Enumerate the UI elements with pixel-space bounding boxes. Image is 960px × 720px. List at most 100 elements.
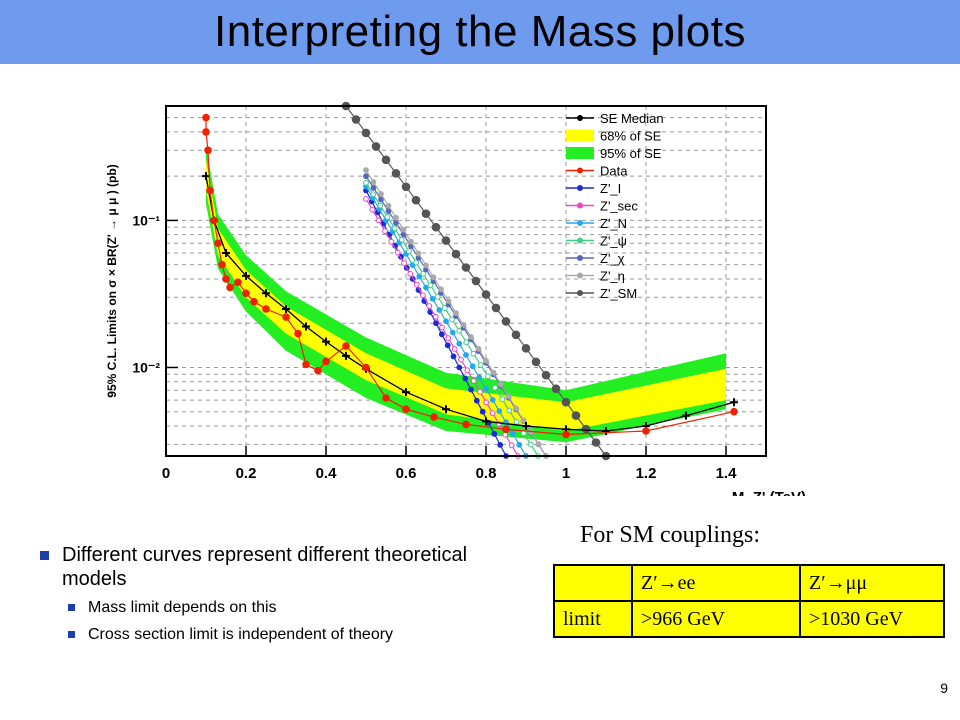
theory-marker bbox=[489, 397, 496, 403]
legend-swatch bbox=[566, 147, 594, 159]
data-point bbox=[642, 427, 650, 435]
limits-table: Z′→ee Z′→μμ limit >966 GeV >1030 GeV bbox=[553, 564, 945, 638]
theory-marker bbox=[450, 353, 457, 360]
theory-marker bbox=[509, 430, 516, 437]
theory-marker bbox=[400, 226, 407, 233]
legend-label: 95% of SE bbox=[600, 146, 662, 161]
theory-marker bbox=[363, 173, 369, 180]
theory-marker bbox=[581, 424, 591, 434]
theory-marker bbox=[471, 276, 481, 286]
legend-marker bbox=[577, 290, 583, 296]
x-tick-label: 0.6 bbox=[396, 465, 417, 482]
theory-marker bbox=[443, 318, 449, 325]
theory-marker bbox=[497, 442, 504, 448]
theory-marker bbox=[470, 378, 477, 384]
data-point bbox=[314, 366, 322, 375]
theory-marker bbox=[508, 442, 515, 449]
table-cell: >966 GeV bbox=[631, 600, 801, 638]
data-point bbox=[294, 329, 302, 338]
y-tick-label: 10⁻² bbox=[132, 359, 160, 375]
theory-marker bbox=[407, 271, 414, 277]
median-marker bbox=[482, 417, 490, 426]
data-point bbox=[262, 305, 270, 313]
theory-marker bbox=[463, 352, 469, 358]
theory-marker bbox=[498, 381, 504, 388]
x-tick-label: 1.4 bbox=[716, 465, 738, 482]
theory-marker bbox=[483, 385, 489, 392]
theory-marker bbox=[416, 273, 423, 280]
table-row: Z′→ee Z′→μμ bbox=[553, 564, 945, 602]
theory-marker bbox=[473, 397, 480, 404]
data-point bbox=[242, 289, 250, 297]
theory-marker bbox=[398, 236, 405, 243]
data-point bbox=[302, 360, 310, 369]
data-point bbox=[234, 278, 242, 286]
data-point bbox=[730, 407, 738, 416]
theory-marker bbox=[451, 249, 461, 259]
legend-marker bbox=[577, 167, 583, 174]
theory-marker bbox=[501, 317, 511, 326]
theory-marker bbox=[571, 411, 581, 420]
theory-marker bbox=[439, 324, 445, 331]
theory-marker bbox=[421, 209, 431, 218]
theory-marker bbox=[513, 419, 520, 425]
median-marker bbox=[602, 426, 610, 435]
data-point bbox=[322, 357, 330, 366]
theory-marker bbox=[483, 399, 490, 406]
theory-marker bbox=[394, 249, 401, 256]
legend-label: Z'_χ bbox=[600, 251, 625, 266]
theory-marker bbox=[484, 373, 491, 380]
theory-marker bbox=[464, 367, 471, 374]
theory-marker bbox=[438, 286, 444, 293]
theory-marker bbox=[401, 260, 407, 267]
theory-marker bbox=[423, 262, 429, 269]
theory-marker bbox=[363, 180, 369, 186]
data-line bbox=[205, 117, 735, 436]
legend-marker bbox=[577, 185, 583, 191]
legend-swatch bbox=[566, 129, 594, 142]
legend-marker bbox=[577, 220, 583, 226]
theory-marker bbox=[431, 222, 441, 232]
median-marker bbox=[242, 271, 250, 280]
theory-marker bbox=[363, 196, 369, 202]
legend-marker bbox=[577, 237, 583, 244]
theory-marker bbox=[492, 384, 498, 391]
theory-marker bbox=[370, 179, 377, 185]
theory-marker bbox=[426, 303, 433, 309]
theory-marker bbox=[430, 274, 437, 281]
theory-marker bbox=[479, 408, 486, 415]
theory-marker bbox=[481, 290, 491, 299]
theory-marker bbox=[490, 369, 497, 376]
bullet-list: Different curves represent different the… bbox=[34, 543, 514, 645]
theory-marker bbox=[429, 295, 436, 302]
theory-marker bbox=[456, 327, 463, 334]
theory-marker bbox=[445, 335, 452, 342]
legend-label: Z'_SM bbox=[600, 286, 637, 301]
legend-label: Z'_η bbox=[600, 269, 625, 284]
theory-marker bbox=[434, 293, 441, 300]
theory-marker bbox=[351, 115, 361, 124]
legend-marker bbox=[577, 115, 583, 121]
theory-marker bbox=[381, 155, 391, 165]
data-point bbox=[218, 260, 226, 269]
theory-marker bbox=[384, 214, 391, 220]
theory-marker bbox=[468, 334, 474, 340]
theory-marker bbox=[411, 195, 421, 205]
x-tick-label: 0 bbox=[162, 465, 170, 482]
theory-marker bbox=[369, 206, 376, 213]
median-marker bbox=[302, 322, 310, 331]
theory-marker bbox=[469, 363, 476, 370]
median-marker bbox=[222, 249, 230, 258]
median-marker bbox=[442, 405, 450, 414]
theory-marker bbox=[535, 441, 542, 448]
theory-marker bbox=[468, 386, 474, 393]
theory-marker bbox=[449, 316, 455, 323]
theory-marker bbox=[458, 356, 464, 363]
slide-title: Interpreting the Mass plots bbox=[214, 7, 746, 56]
theory-marker bbox=[516, 441, 523, 448]
theory-marker bbox=[378, 191, 384, 197]
theory-marker bbox=[463, 339, 470, 346]
theory-marker bbox=[436, 307, 443, 313]
data-point bbox=[430, 413, 438, 421]
bullet-main: Different curves represent different the… bbox=[34, 543, 514, 591]
